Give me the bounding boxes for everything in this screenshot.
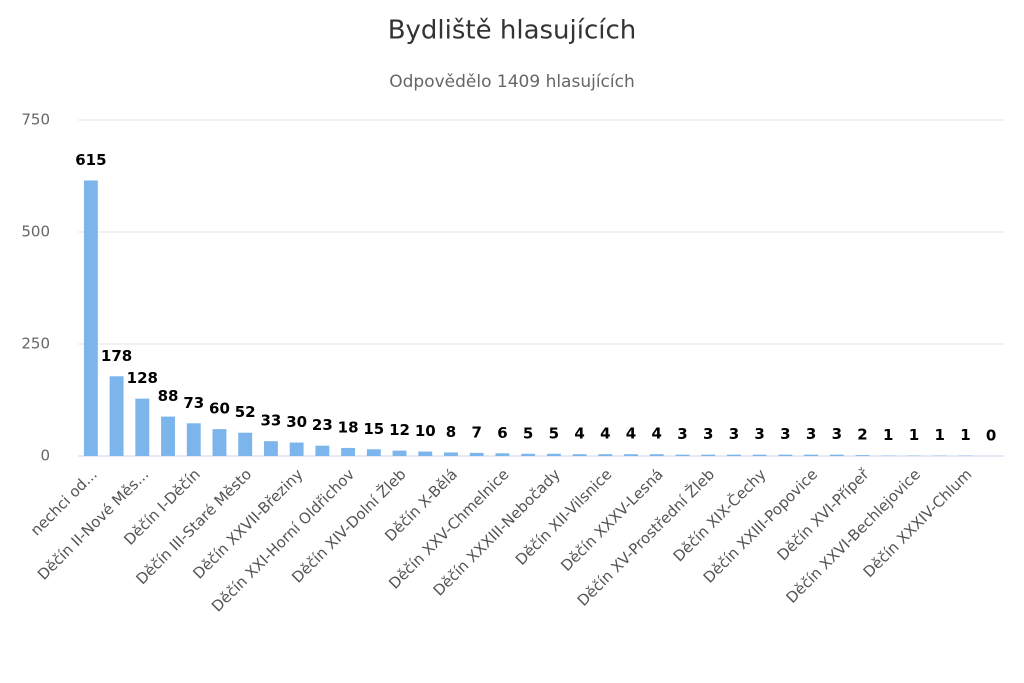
data-label: 33	[260, 412, 281, 430]
bar	[315, 445, 330, 456]
data-label: 4	[600, 425, 610, 443]
bar	[804, 454, 819, 456]
bar	[263, 441, 278, 456]
data-label: 3	[729, 425, 739, 443]
bar	[726, 454, 741, 456]
data-label: 12	[389, 421, 410, 439]
data-label: 23	[312, 416, 333, 434]
data-label: 615	[75, 151, 106, 169]
data-label: 15	[363, 420, 384, 438]
data-label: 5	[549, 424, 559, 442]
bar	[366, 449, 381, 456]
data-label: 1	[883, 426, 893, 444]
bar	[392, 450, 407, 456]
data-label: 128	[127, 369, 158, 387]
y-tick-label: 500	[21, 223, 50, 241]
bar	[546, 453, 561, 456]
data-label: 4	[652, 425, 662, 443]
data-label: 30	[286, 413, 307, 431]
bar	[572, 454, 587, 456]
data-label: 4	[574, 425, 584, 443]
bar	[495, 453, 510, 456]
bar	[598, 454, 613, 456]
chart-subtitle: Odpovědělo 1409 hlasujících	[389, 72, 635, 92]
bar	[752, 454, 767, 456]
y-tick-label: 750	[21, 111, 50, 129]
data-label: 0	[986, 427, 996, 445]
bar	[649, 454, 664, 456]
bar	[186, 423, 201, 456]
bar	[829, 454, 844, 456]
chart-title: Bydliště hlasujících	[388, 16, 637, 46]
data-label: 52	[235, 403, 256, 421]
bar	[109, 376, 124, 456]
y-tick-label: 0	[40, 447, 50, 465]
data-label: 3	[806, 425, 816, 443]
bar	[624, 454, 638, 456]
bar	[135, 398, 150, 456]
data-label: 10	[415, 422, 436, 440]
data-label: 88	[158, 387, 179, 405]
data-label: 7	[471, 423, 481, 441]
data-label: 2	[857, 426, 867, 444]
data-label: 3	[780, 425, 790, 443]
x-tick-label: Děčín XIX-Čechy	[669, 464, 770, 565]
data-label: 178	[101, 347, 132, 365]
data-label: 3	[832, 425, 842, 443]
data-label: 1	[934, 426, 944, 444]
bar	[778, 454, 793, 456]
x-tick-label: Děčín XII-Vilsnice	[512, 465, 615, 568]
data-label: 5	[523, 424, 533, 442]
data-label: 8	[446, 423, 456, 441]
bar	[521, 453, 536, 456]
bar	[83, 180, 98, 457]
x-tick-label: Děčín XVI-Přípeř	[774, 465, 873, 564]
data-label: 3	[703, 425, 713, 443]
bar	[341, 447, 356, 456]
data-label: 18	[338, 418, 359, 436]
bar	[469, 452, 484, 456]
data-label: 6	[497, 424, 507, 442]
bar	[675, 454, 690, 456]
bar	[418, 451, 433, 456]
bar	[289, 442, 304, 456]
data-label: 73	[183, 394, 204, 412]
bar	[238, 432, 253, 456]
bar	[855, 455, 870, 456]
bar	[444, 452, 458, 456]
bar	[212, 429, 227, 456]
data-label: 1	[960, 426, 970, 444]
y-tick-label: 250	[21, 335, 50, 353]
bar	[701, 454, 716, 456]
data-label: 3	[754, 425, 764, 443]
bar	[161, 416, 175, 456]
data-label: 4	[626, 425, 636, 443]
data-label: 1	[909, 426, 919, 444]
data-label: 3	[677, 425, 687, 443]
data-label: 60	[209, 400, 230, 418]
